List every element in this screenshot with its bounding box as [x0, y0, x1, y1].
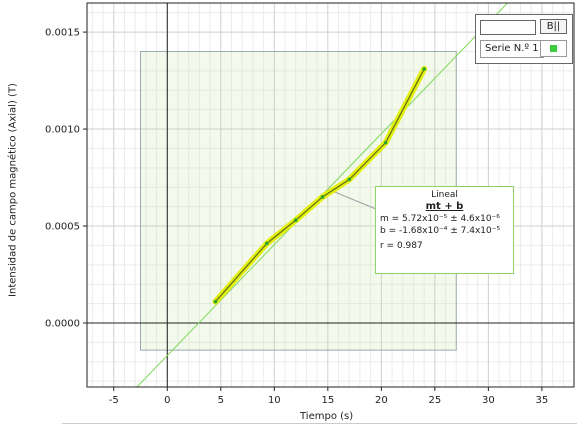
plot-frame: [86, 2, 575, 388]
fit-r-value: r = 0.987: [380, 241, 423, 251]
y-tick-label: 0.0000: [45, 319, 80, 330]
fit-name: Lineal: [431, 190, 458, 200]
data-point: [293, 218, 298, 223]
y-tick-label: 0.0010: [45, 125, 80, 136]
x-tick-label: 10: [268, 395, 281, 406]
legend-panel: B|| Serie N.º 1: [475, 14, 573, 64]
x-tick-label: 15: [321, 395, 334, 406]
data-point: [320, 195, 325, 199]
data-point: [422, 67, 426, 71]
bottom-divider: [62, 423, 577, 424]
linear-fit-box[interactable]: Lineal mt + b m = 5.72x10⁻⁵ ± 4.6x10⁻⁶ b…: [375, 186, 514, 274]
data-point: [383, 140, 388, 145]
x-tick-label: 20: [375, 395, 388, 406]
x-axis-label: Tiempo (s): [300, 411, 354, 422]
legend-series-swatch[interactable]: [540, 40, 567, 57]
x-tick-label: 25: [428, 395, 441, 406]
x-tick-label: 5: [218, 395, 224, 406]
y-tick-label: 0.0015: [45, 28, 80, 39]
x-tick-label: 30: [482, 395, 495, 406]
fit-connector: [327, 188, 377, 210]
legend-b-button[interactable]: B||: [540, 19, 567, 34]
fit-intercept: b = -1.68x10⁻⁴ ± 7.4x10⁻⁵: [380, 226, 501, 236]
y-tick-label: 0.0005: [45, 222, 80, 233]
series-color-icon: [550, 45, 557, 52]
x-tick-label: 0: [164, 395, 170, 406]
x-tick-label: 35: [536, 395, 549, 406]
data-point: [265, 241, 269, 246]
data-point: [347, 177, 352, 182]
x-tick-label: -5: [109, 395, 119, 406]
fit-slope: m = 5.72x10⁻⁵ ± 4.6x10⁻⁶: [380, 214, 500, 224]
legend-blank-field[interactable]: [480, 19, 536, 35]
data-point: [213, 299, 218, 304]
fit-formula: mt + b: [425, 201, 464, 212]
legend-series-label[interactable]: Serie N.º 1: [480, 40, 544, 58]
